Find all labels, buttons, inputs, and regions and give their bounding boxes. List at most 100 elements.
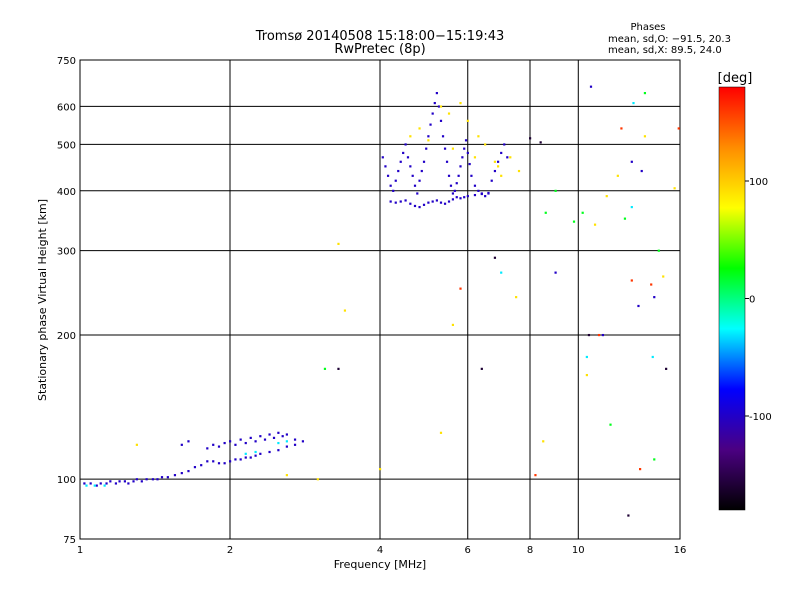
- data-point: [673, 187, 676, 190]
- data-point: [135, 478, 138, 481]
- data-point: [234, 443, 237, 446]
- data-point: [534, 474, 537, 477]
- data-point: [268, 450, 271, 454]
- data-point: [466, 151, 469, 155]
- data-point: [114, 482, 118, 485]
- data-point: [259, 435, 262, 438]
- data-point: [316, 478, 319, 481]
- data-point: [83, 482, 86, 485]
- data-point: [500, 151, 503, 155]
- data-point: [427, 139, 430, 142]
- data-point: [435, 91, 438, 95]
- colorbar-tick-label: 100: [749, 177, 768, 188]
- data-point: [418, 127, 421, 130]
- data-point: [650, 283, 653, 286]
- data-point: [657, 249, 660, 252]
- data-point: [239, 458, 242, 461]
- data-point: [554, 271, 557, 274]
- data-point: [223, 462, 226, 465]
- data-point: [662, 275, 665, 278]
- data-point: [151, 478, 155, 481]
- data-point: [244, 441, 247, 445]
- data-point: [500, 271, 503, 274]
- colorbar-tick-label: 0: [749, 295, 755, 306]
- data-point: [542, 440, 545, 443]
- data-point: [277, 441, 280, 445]
- x-tick-label: 1: [77, 545, 83, 556]
- x-tick-label: 16: [674, 545, 687, 556]
- data-point: [459, 287, 462, 290]
- data-point: [623, 217, 627, 220]
- data-point: [394, 179, 397, 182]
- x-tick-label: 6: [465, 545, 471, 556]
- data-point: [637, 304, 640, 308]
- data-point: [105, 482, 108, 485]
- data-point: [173, 474, 177, 477]
- axis-ticks: 1 2 4 6 8 10 16 75 100 200 300 400 500 600 750: [57, 56, 686, 556]
- data-point: [103, 484, 106, 487]
- data-point: [249, 436, 252, 439]
- data-point: [239, 438, 242, 441]
- data-point: [473, 193, 477, 197]
- data-point: [281, 435, 284, 438]
- data-point: [85, 484, 88, 487]
- data-point: [437, 105, 441, 108]
- data-point: [217, 445, 221, 448]
- data-point: [244, 456, 247, 459]
- data-point: [468, 162, 471, 166]
- data-point: [585, 373, 588, 377]
- y-tick-label: 200: [57, 331, 76, 342]
- data-point: [433, 101, 436, 105]
- data-point: [429, 123, 432, 126]
- data-point: [413, 184, 417, 187]
- data-point: [447, 112, 451, 115]
- data-point: [496, 165, 500, 168]
- data-point: [293, 443, 297, 446]
- data-point: [422, 203, 426, 206]
- y-tick-label: 750: [57, 56, 76, 67]
- data-point: [285, 474, 288, 477]
- data-point: [605, 195, 608, 198]
- data-point: [263, 438, 267, 441]
- data-point: [193, 466, 197, 469]
- data-point: [89, 482, 92, 485]
- data-point: [517, 169, 521, 173]
- data-point: [180, 443, 183, 446]
- data-point: [394, 201, 397, 204]
- data-point: [459, 101, 462, 105]
- data-point: [418, 179, 421, 182]
- data-point: [285, 433, 288, 436]
- data-point: [435, 199, 438, 202]
- data-point: [477, 189, 480, 192]
- chart-title: Tromsø 20140508 15:18:00−15:19:43: [255, 29, 505, 44]
- data-point: [404, 143, 407, 146]
- data-point: [643, 135, 647, 138]
- data-point: [234, 458, 237, 461]
- data-point: [493, 169, 497, 173]
- data-point: [268, 433, 271, 436]
- data-point: [449, 184, 453, 187]
- data-point: [445, 160, 449, 163]
- data-point: [477, 135, 480, 138]
- data-point: [601, 333, 605, 337]
- data-point: [609, 423, 612, 426]
- data-point: [470, 174, 473, 177]
- data-point: [272, 436, 276, 439]
- data-point: [431, 112, 434, 115]
- data-point: [180, 472, 183, 475]
- colorbar: [718, 86, 746, 511]
- data-point: [455, 182, 458, 185]
- data-point: [439, 431, 443, 434]
- data-point: [490, 179, 493, 182]
- data-point: [572, 220, 576, 223]
- phase-stats-line2: mean, sd,X: 89.5, 24.0: [608, 45, 722, 56]
- data-point: [254, 450, 257, 454]
- data-point: [409, 165, 412, 168]
- data-point: [99, 482, 102, 485]
- data-point: [343, 309, 347, 312]
- x-tick-label: 4: [377, 545, 383, 556]
- y-tick-label: 400: [57, 187, 76, 198]
- data-point: [506, 156, 509, 159]
- data-point: [127, 482, 130, 485]
